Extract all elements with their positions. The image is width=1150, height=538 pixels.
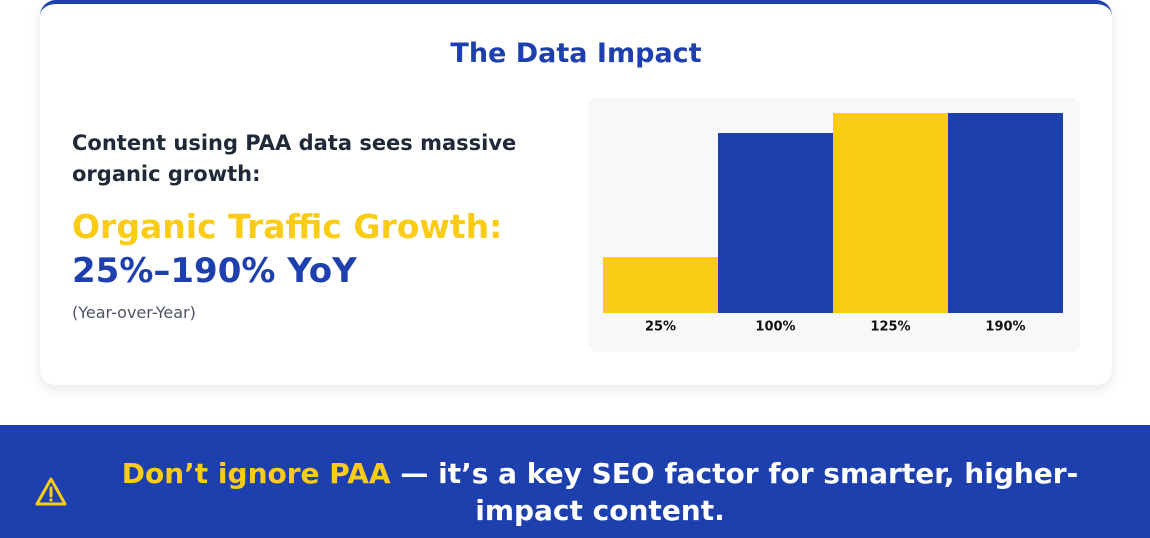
note-text: (Year-over-Year) — [72, 303, 196, 322]
banner-highlight: Don’t ignore PAA — [121, 457, 391, 490]
card-title: The Data Impact — [450, 38, 702, 69]
bar — [718, 133, 833, 313]
chart: 25% 100% 125% 190% — [603, 113, 1063, 335]
x-tick-label: 190% — [985, 320, 1025, 335]
x-tick-label: 125% — [870, 320, 910, 335]
bar — [948, 113, 1063, 313]
bar — [603, 257, 718, 313]
x-tick-label: 25% — [645, 320, 676, 335]
banner-text: Don’t ignore PAA — it’s a key SEO factor… — [100, 455, 1100, 529]
x-tick-label: 100% — [755, 320, 795, 335]
warning-icon — [35, 477, 67, 506]
banner: Don’t ignore PAA — it’s a key SEO factor… — [0, 425, 1150, 538]
bar — [833, 113, 948, 313]
highlight-text: Organic Traffic Growth: — [72, 207, 503, 246]
range-text: 25%–190% YoY — [72, 251, 357, 291]
banner-message: — it’s a key SEO factor for smarter, hig… — [390, 457, 1079, 527]
intro-text: Content using PAA data sees massive orga… — [72, 131, 517, 186]
